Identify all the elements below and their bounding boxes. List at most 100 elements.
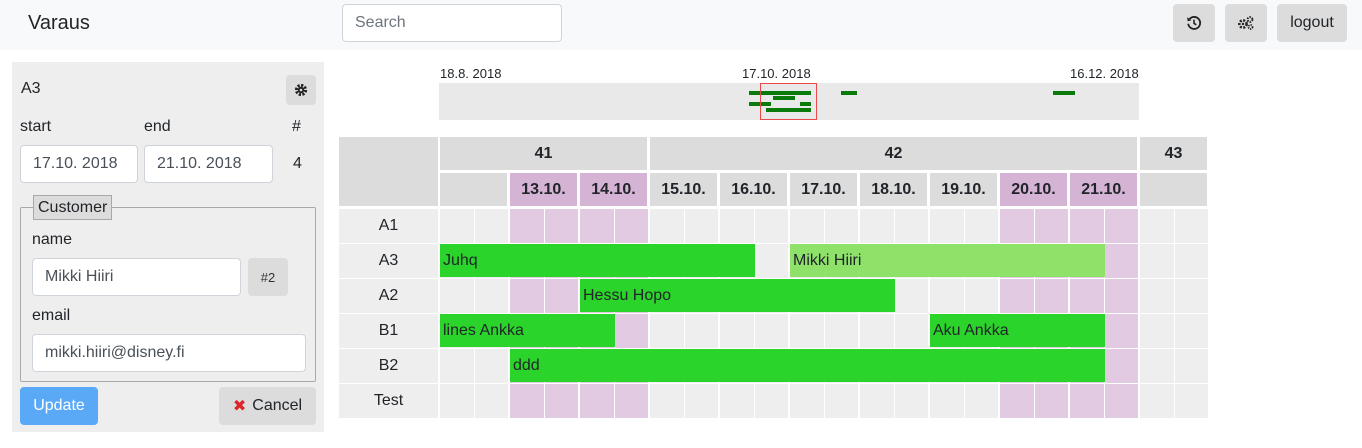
grid-cell[interactable] xyxy=(650,209,684,243)
grid-cell[interactable] xyxy=(1105,384,1138,418)
grid-cell[interactable] xyxy=(650,314,684,348)
grid-cell[interactable] xyxy=(1035,279,1068,313)
grid-cell[interactable] xyxy=(860,314,894,348)
reservation-bar[interactable]: lines Ankka xyxy=(440,314,615,347)
grid-cell[interactable] xyxy=(1105,349,1138,383)
grid-cell[interactable] xyxy=(755,384,788,418)
grid-cell[interactable] xyxy=(615,314,648,348)
grid-cell[interactable] xyxy=(790,314,824,348)
grid-cell[interactable] xyxy=(825,384,858,418)
grid-cell[interactable] xyxy=(1140,209,1174,243)
grid-cell[interactable] xyxy=(1105,314,1138,348)
grid-cell[interactable] xyxy=(1175,349,1208,383)
grid-cell[interactable] xyxy=(965,279,998,313)
grid-cell[interactable] xyxy=(1070,209,1104,243)
reservation-bar[interactable]: ddd xyxy=(510,349,1105,382)
grid-cell[interactable] xyxy=(1035,209,1068,243)
update-button[interactable]: Update xyxy=(20,387,98,425)
timeline-overview[interactable] xyxy=(439,83,1139,120)
grid-cell[interactable] xyxy=(1175,279,1208,313)
reservation-bar[interactable]: Aku Ankka xyxy=(930,314,1105,347)
grid-cell[interactable] xyxy=(930,279,964,313)
customer-id-button[interactable]: #2 xyxy=(248,258,288,296)
grid-cell[interactable] xyxy=(1105,209,1138,243)
reservation-bar[interactable]: Juhq xyxy=(440,244,755,277)
grid-cell[interactable] xyxy=(685,314,718,348)
grid-cell[interactable] xyxy=(1140,244,1174,278)
grid-cell[interactable] xyxy=(720,384,754,418)
resource-row-label[interactable]: A1 xyxy=(339,209,438,243)
resource-settings-button[interactable] xyxy=(286,75,316,105)
grid-cell[interactable] xyxy=(1175,244,1208,278)
grid-cell[interactable] xyxy=(1140,349,1174,383)
grid-cell[interactable] xyxy=(755,209,788,243)
grid-cell[interactable] xyxy=(1105,279,1138,313)
grid-cell[interactable] xyxy=(1070,279,1104,313)
end-date-field[interactable] xyxy=(144,145,273,183)
grid-cell[interactable] xyxy=(1000,384,1034,418)
grid-cell[interactable] xyxy=(755,314,788,348)
grid-cell[interactable] xyxy=(1175,384,1208,418)
grid-cell[interactable] xyxy=(895,209,928,243)
grid-cell[interactable] xyxy=(1000,209,1034,243)
grid-cell[interactable] xyxy=(1175,314,1208,348)
grid-cell[interactable] xyxy=(720,209,754,243)
grid-cell[interactable] xyxy=(825,314,858,348)
grid-cell[interactable] xyxy=(895,384,928,418)
grid-cell[interactable] xyxy=(475,209,508,243)
grid-cell[interactable] xyxy=(1140,279,1174,313)
resource-row-label[interactable]: A2 xyxy=(339,279,438,313)
grid-cell[interactable] xyxy=(615,209,648,243)
grid-cell[interactable] xyxy=(860,384,894,418)
grid-cell[interactable] xyxy=(825,209,858,243)
search-input[interactable] xyxy=(342,4,562,42)
grid-cell[interactable] xyxy=(685,384,718,418)
grid-cell[interactable] xyxy=(895,279,928,313)
customer-name-field[interactable] xyxy=(32,258,241,296)
grid-cell[interactable] xyxy=(510,209,544,243)
grid-cell[interactable] xyxy=(930,209,964,243)
grid-cell[interactable] xyxy=(510,279,544,313)
grid-cell[interactable] xyxy=(580,384,614,418)
grid-cell[interactable] xyxy=(440,279,474,313)
reservation-bar[interactable]: Hessu Hopo xyxy=(580,279,895,312)
grid-cell[interactable] xyxy=(475,279,508,313)
resource-row-label[interactable]: B1 xyxy=(339,314,438,348)
grid-cell[interactable] xyxy=(790,384,824,418)
grid-cell[interactable] xyxy=(1000,279,1034,313)
cancel-button[interactable]: ✖ Cancel xyxy=(219,387,316,425)
settings-button[interactable] xyxy=(1225,4,1267,42)
grid-cell[interactable] xyxy=(545,209,578,243)
logout-button[interactable]: logout xyxy=(1277,4,1347,42)
grid-cell[interactable] xyxy=(1140,314,1174,348)
grid-cell[interactable] xyxy=(440,349,474,383)
grid-cell[interactable] xyxy=(440,384,474,418)
grid-cell[interactable] xyxy=(475,384,508,418)
grid-cell[interactable] xyxy=(790,209,824,243)
start-date-field[interactable] xyxy=(20,145,138,183)
overview-visible-range-window[interactable] xyxy=(760,83,817,120)
grid-cell[interactable] xyxy=(580,209,614,243)
grid-cell[interactable] xyxy=(545,384,578,418)
grid-cell[interactable] xyxy=(755,244,788,278)
grid-cell[interactable] xyxy=(475,349,508,383)
grid-cell[interactable] xyxy=(1175,209,1208,243)
grid-cell[interactable] xyxy=(720,314,754,348)
customer-email-field[interactable] xyxy=(32,334,306,372)
grid-cell[interactable] xyxy=(1105,244,1138,278)
grid-cell[interactable] xyxy=(650,384,684,418)
grid-cell[interactable] xyxy=(440,209,474,243)
resource-row-label[interactable]: Test xyxy=(339,384,438,418)
grid-cell[interactable] xyxy=(965,384,998,418)
grid-cell[interactable] xyxy=(685,209,718,243)
resource-row-label[interactable]: B2 xyxy=(339,349,438,383)
history-button[interactable] xyxy=(1173,4,1215,42)
grid-cell[interactable] xyxy=(930,384,964,418)
grid-cell[interactable] xyxy=(615,384,648,418)
grid-cell[interactable] xyxy=(1140,384,1174,418)
grid-cell[interactable] xyxy=(895,314,928,348)
app-title[interactable]: Varaus xyxy=(28,12,90,34)
grid-cell[interactable] xyxy=(1070,384,1104,418)
resource-row-label[interactable]: A3 xyxy=(339,244,438,278)
reservation-bar[interactable]: Mikki Hiiri xyxy=(790,244,1105,277)
